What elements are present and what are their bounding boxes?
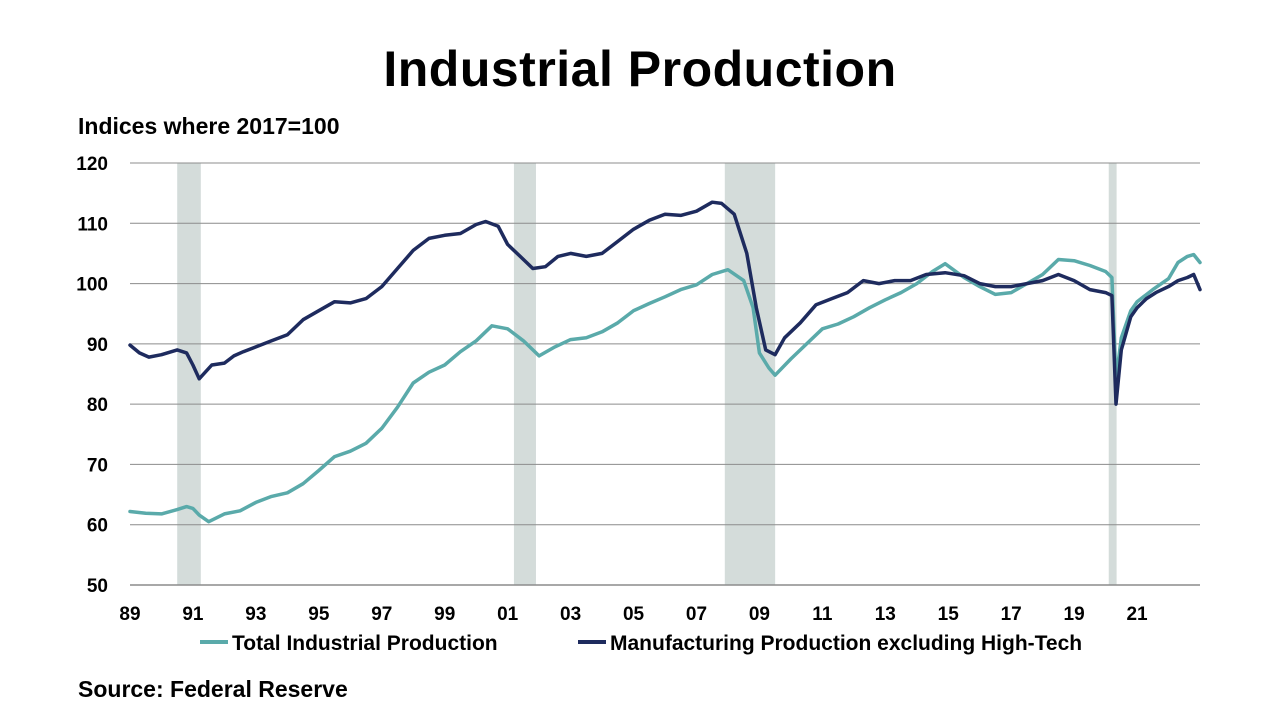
x-tick-label: 21 <box>1126 604 1148 625</box>
y-tick-label: 60 <box>87 516 108 537</box>
x-tick-label: 13 <box>875 604 896 625</box>
x-tick-label: 09 <box>749 604 770 625</box>
y-tick-label: 80 <box>87 395 108 416</box>
legend: Total Industrial Production Manufacturin… <box>200 632 1082 655</box>
recession-bands <box>177 163 1117 585</box>
series-lines <box>128 200 1202 524</box>
recession-band-0 <box>177 163 201 585</box>
x-tick-label: 07 <box>686 604 707 625</box>
x-tick-label: 91 <box>182 604 204 625</box>
chart-title: Industrial Production <box>383 41 897 97</box>
y-tick-label: 50 <box>87 576 108 597</box>
legend-label-total: Total Industrial Production <box>232 632 498 655</box>
legend-label-manufacturing: Manufacturing Production excluding High-… <box>610 632 1082 655</box>
x-tick-label: 89 <box>119 604 140 625</box>
y-tick-label: 120 <box>76 154 108 175</box>
x-tick-label: 03 <box>560 604 581 625</box>
x-tick-label: 95 <box>308 604 330 625</box>
x-tick-label: 97 <box>371 604 392 625</box>
gridlines <box>130 162 1200 586</box>
y-axis-ticks: 50 60 70 80 90 100 110 120 <box>76 154 108 597</box>
x-tick-label: 19 <box>1064 604 1085 625</box>
y-axis-label: Indices where 2017=100 <box>78 113 340 139</box>
y-tick-label: 110 <box>77 214 108 235</box>
x-tick-label: 15 <box>938 604 960 625</box>
x-tick-label: 17 <box>1001 604 1022 625</box>
y-tick-label: 90 <box>87 335 108 356</box>
y-tick-label: 70 <box>87 455 108 476</box>
recession-band-1 <box>513 163 536 585</box>
x-tick-label: 11 <box>812 604 833 625</box>
series-line-total <box>128 252 1202 524</box>
x-tick-label: 05 <box>623 604 645 625</box>
x-tick-label: 01 <box>497 604 519 625</box>
source-note: Source: Federal Reserve <box>78 676 348 702</box>
y-tick-label: 100 <box>76 275 108 296</box>
x-tick-label: 93 <box>245 604 266 625</box>
x-tick-label: 99 <box>434 604 455 625</box>
recession-band-2 <box>724 163 776 585</box>
recession-band-3 <box>1108 163 1117 585</box>
x-axis-ticks: 89 91 93 95 97 99 01 03 05 07 09 11 13 15 17 19 21 <box>119 604 1148 625</box>
series-line-manufacturing <box>128 200 1202 406</box>
